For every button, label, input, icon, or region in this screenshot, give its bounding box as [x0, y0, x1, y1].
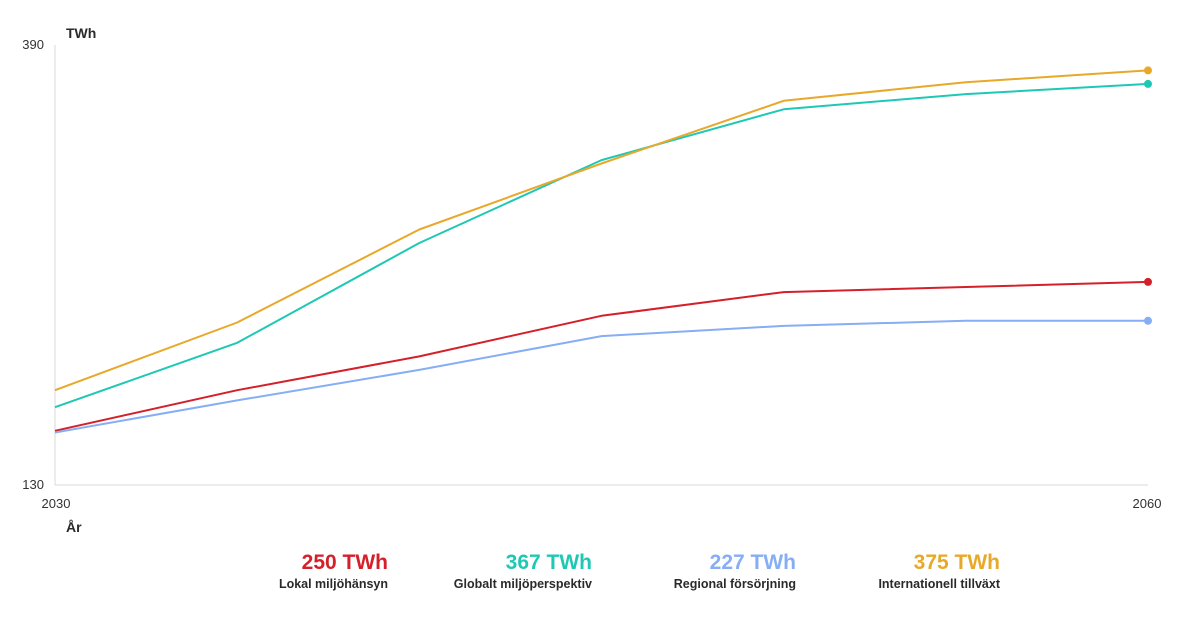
- x-tick-start: 2030: [42, 496, 71, 511]
- series-line-globalt: [54, 82, 1149, 409]
- x-axis-label: År: [66, 519, 82, 535]
- legend-name-regional: Regional försörjning: [673, 577, 796, 591]
- legend-item-internationell: 375 TWh Internationell tillväxt: [878, 550, 1000, 592]
- legend: 250 TWh Lokal miljöhänsyn 367 TWh Global…: [0, 550, 1200, 610]
- legend-name-globalt: Globalt miljöperspektiv: [453, 577, 592, 591]
- legend-item-lokal: 250 TWh Lokal miljöhänsyn: [279, 550, 388, 592]
- legend-value-lokal: 250 TWh: [301, 551, 388, 574]
- y-tick-max: 390: [22, 37, 44, 52]
- series-line-regional: [54, 319, 1148, 434]
- series-end-point-internationell: [1144, 66, 1152, 75]
- legend-name-lokal: Lokal miljöhänsyn: [278, 577, 388, 591]
- series-end-point-regional: [1144, 316, 1152, 325]
- series-end-point-lokal: [1144, 277, 1152, 286]
- y-tick-min: 130: [22, 477, 44, 492]
- series-layer: [54, 66, 1152, 434]
- x-tick-end: 2060: [1133, 496, 1162, 511]
- legend-name-internationell: Internationell tillväxt: [878, 577, 1000, 591]
- line-chart: TWh 390 130 2030 2060 År: [22, 25, 1162, 535]
- legend-item-globalt: 367 TWh Globalt miljöperspektiv: [454, 550, 592, 592]
- y-axis-label: TWh: [66, 25, 96, 41]
- legend-value-globalt: 367 TWh: [505, 551, 592, 574]
- legend-value-internationell: 375 TWh: [913, 551, 1000, 574]
- series-end-point-globalt: [1144, 79, 1152, 88]
- legend-value-regional: 227 TWh: [709, 551, 796, 574]
- series-line-internationell: [54, 69, 1149, 392]
- legend-item-regional: 227 TWh Regional försörjning: [674, 550, 796, 592]
- series-line-lokal: [54, 280, 1149, 432]
